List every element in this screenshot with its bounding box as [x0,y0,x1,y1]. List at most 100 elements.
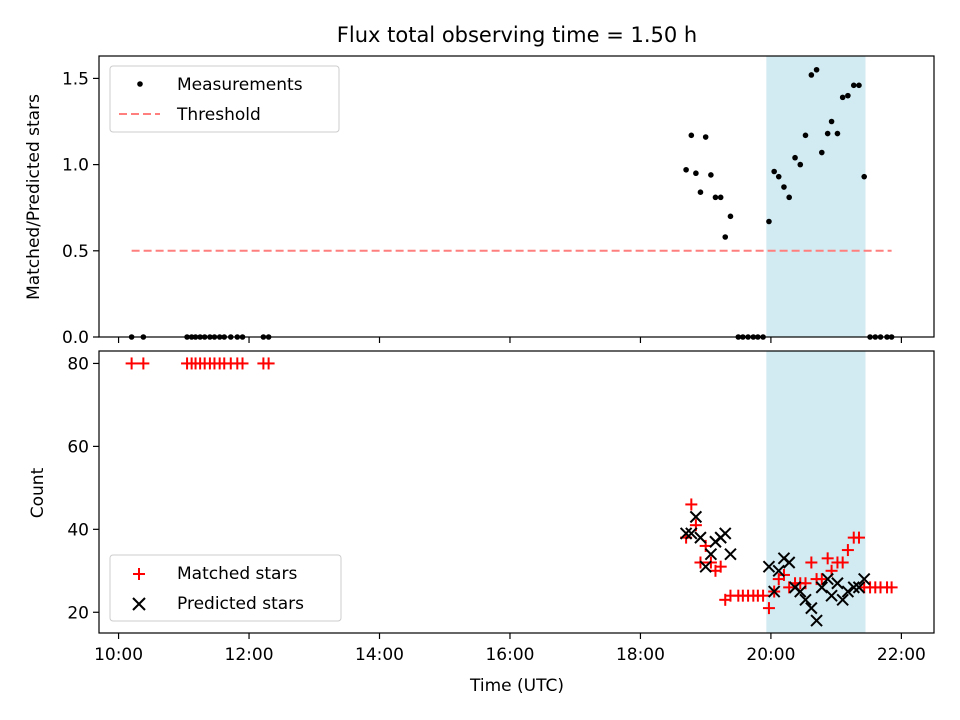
measurement-point [839,94,846,101]
predicted-star-point [689,510,703,524]
measurement-point [845,92,851,99]
matched-star-point [262,357,275,370]
measurement-point [786,194,792,201]
bottom-legend: Matched stars Predicted stars [109,554,342,622]
top-axes-frame [98,55,935,338]
measurement-point [808,72,815,78]
predicted-star-point [841,585,855,598]
measurement-point [802,132,809,139]
predicted-star-point [836,593,849,607]
x-tick-label: 14:00 [355,645,404,665]
matched-star-point [762,602,775,615]
y-tick-label: 0.0 [62,328,89,348]
predicted-star-point [699,560,712,573]
measurement-point [722,234,729,240]
top-legend: Measurements Threshold [109,65,340,133]
predicted-star-point [782,556,796,569]
matched-star-point [852,531,865,544]
predicted-star-point [767,585,781,598]
top-legend-box [109,65,340,133]
matched-star-point [885,581,898,594]
count-panel: 20 40 60 80 10:00 12:00 14:00 16:00 18:00 20:00 2… [28,350,935,696]
matched-star-point [821,552,834,565]
predicted-star-point [815,581,829,594]
measurement-point [688,132,695,139]
y-tick-label: 20 [67,603,89,623]
legend-measurements-marker [137,81,143,87]
matched-star-point [236,357,249,370]
matched-star-point [137,357,150,370]
y-tick-label: 1.5 [62,69,89,89]
x-tick-label: 20:00 [746,645,795,665]
predicted-star-point [772,564,785,578]
chart-title: Flux total observing time = 1.50 h [337,23,697,47]
x-tick-label: 22:00 [877,645,926,665]
predicted-star-point [694,531,707,544]
top-plot-marks [128,66,895,340]
y-tick-label: 40 [67,520,89,540]
top-x-ticks [117,337,902,343]
bottom-x-axis: 10:00 12:00 14:00 16:00 18:00 20:00 22:00 [94,633,926,665]
bottom-y-axis: 20 40 60 80 [67,354,99,623]
predicted-star-point [810,614,823,627]
measurement-point [771,168,777,175]
measurement-point [861,173,867,180]
matched-star-point [805,556,818,569]
measurement-point [856,82,862,89]
predicted-star-point [762,560,776,573]
measurement-point [775,173,782,180]
measurement-point [797,161,804,168]
predicted-star-point [799,593,812,607]
measurement-point [781,184,787,190]
ratio-panel: 0.0 0.5 1.0 1.5 Matched/Predicted stars Mea… [24,55,935,348]
predicted-star-point [857,572,871,586]
top-highlight-span [766,56,866,337]
measurement-point [683,166,689,173]
predicted-star-point [704,547,718,561]
x-axis-label: Time (UTC) [469,676,564,696]
bottom-axes-frame [98,350,935,634]
measurement-point [828,118,835,125]
measurement-point [813,66,820,73]
legend-predicted-marker [132,597,146,611]
predicted-star-point [805,601,818,615]
predicted-star-point [847,581,860,594]
top-y-axis: 0.0 0.5 1.0 1.5 [62,69,99,348]
measurement-point [708,172,714,178]
matched-star-point [815,573,828,586]
measurement-point [697,189,704,195]
matched-star-point [841,544,854,557]
legend-predicted-label: Predicted stars [177,594,304,614]
matched-star-point [685,498,698,511]
x-tick-label: 12:00 [225,645,274,665]
measurement-point [818,149,825,156]
predicted-star-point [724,547,737,561]
legend-matched-label: Matched stars [177,564,297,584]
legend-matched-marker [133,568,145,580]
predicted-star-point [831,577,844,590]
bottom-plot-marks [125,357,898,627]
x-tick-label: 10:00 [94,645,143,665]
measurement-point [834,130,841,137]
predicted-star-point [794,585,807,598]
matched-star-point [714,560,727,573]
predicted-star-point [821,572,834,586]
predicted-star-point [685,527,698,540]
matched-star-point [125,357,138,370]
predicted-star-point [719,527,732,540]
measurement-point [693,170,699,177]
bottom-legend-box [109,554,342,622]
legend-threshold-label: Threshold [176,105,261,125]
x-tick-label: 18:00 [616,645,665,665]
measurement-point [850,82,857,89]
y-tick-label: 0.5 [62,242,89,262]
bottom-highlight-span [766,351,866,633]
measurement-point [712,194,719,201]
matched-star-point [757,589,770,602]
y-tick-label: 60 [67,437,89,457]
bottom-y-axis-label: Count [28,467,48,518]
measurement-point [792,154,798,161]
predicted-star-point [825,589,838,602]
matched-star-point [836,556,849,569]
